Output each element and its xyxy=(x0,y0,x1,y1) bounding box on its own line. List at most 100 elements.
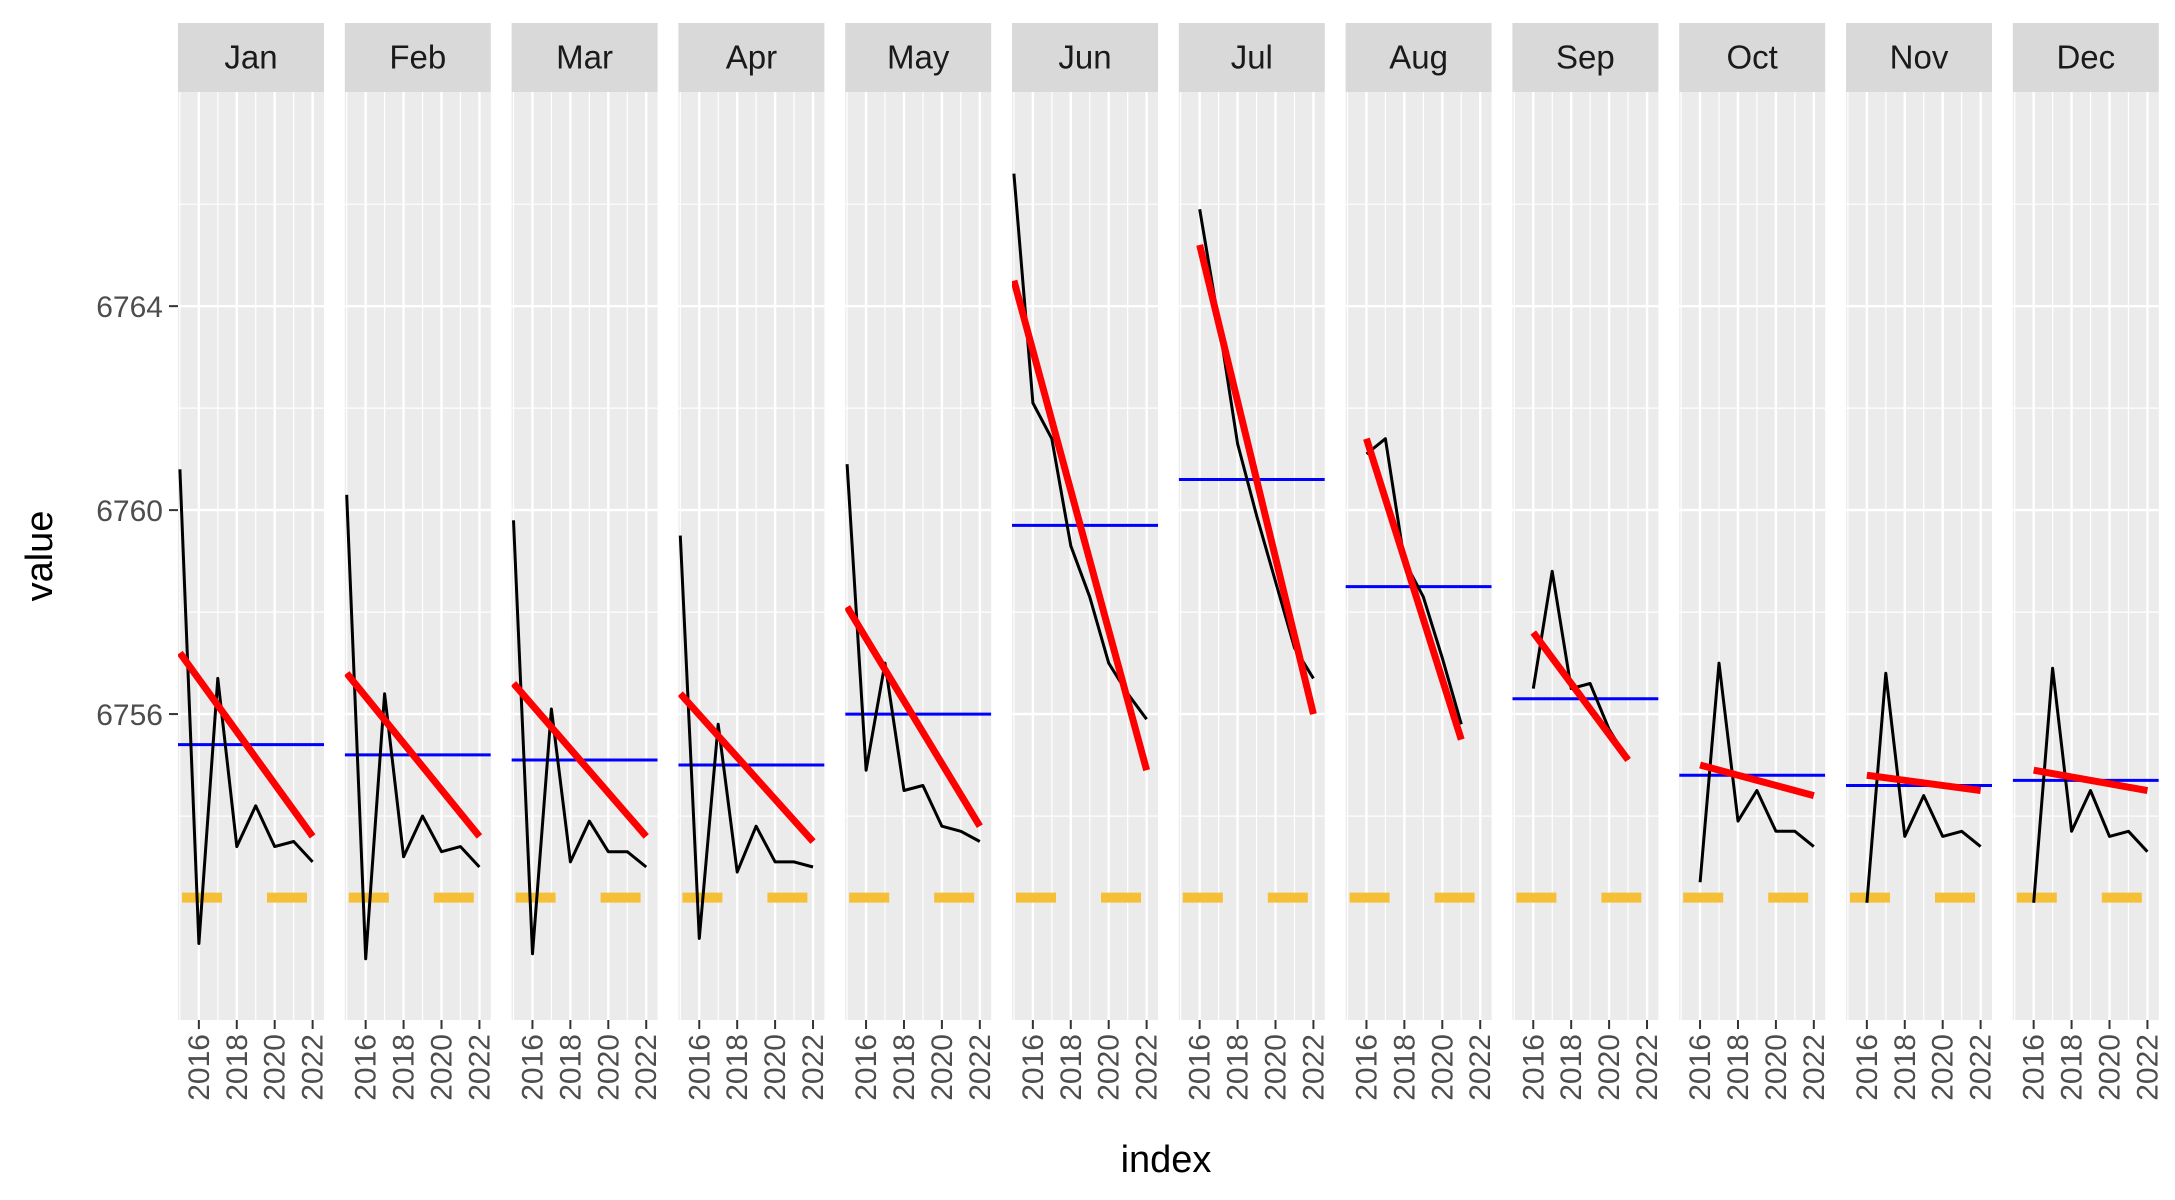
facet-strip xyxy=(1512,23,1659,92)
facet-strip xyxy=(1345,23,1492,92)
x-tick-label: 2016 xyxy=(2018,1034,2051,1101)
facet-strip-label: Aug xyxy=(1389,39,1448,76)
panel-data xyxy=(1178,209,1325,903)
x-tick-label: 2020 xyxy=(1927,1034,1960,1101)
x-tick-label: 2022 xyxy=(2131,1034,2164,1101)
x-tick-label: 2020 xyxy=(1260,1034,1293,1101)
panel-background xyxy=(1345,92,1492,1020)
facet-strip-label: Oct xyxy=(1727,39,1778,76)
facet-panel-feb: Feb 2016 2018 2020 2022 xyxy=(344,23,496,1101)
x-tick-label: 2022 xyxy=(797,1034,830,1101)
facet-panel-jun: Jun 2016 2018 2020 2022 xyxy=(1012,23,1164,1101)
panel-background xyxy=(1679,92,1826,1020)
x-axis-title: index xyxy=(1121,1139,1212,1181)
facet-strip xyxy=(1846,23,1992,92)
trend-line xyxy=(845,605,983,829)
x-tick-label: 2022 xyxy=(463,1034,496,1101)
x-tick-label: 2022 xyxy=(1464,1034,1497,1101)
trend-line xyxy=(178,650,316,839)
x-tick-label: 2018 xyxy=(1055,1034,1088,1101)
x-tick-label: 2022 xyxy=(964,1034,997,1101)
trend-line xyxy=(1363,437,1465,741)
x-tick-label: 2018 xyxy=(1722,1034,1755,1101)
facet-panel-jan: Jan 2016 2018 2020 2022 xyxy=(178,23,330,1101)
trend-line xyxy=(1866,771,1982,795)
x-tick-label: 2018 xyxy=(721,1034,754,1101)
panel-data xyxy=(678,535,825,940)
panel-data xyxy=(1012,173,1158,903)
facet-strip xyxy=(178,23,324,92)
facet-strip xyxy=(511,23,658,92)
y-tick-label: 6764 xyxy=(96,291,163,324)
x-tick-label: 2016 xyxy=(1684,1034,1717,1101)
panel-background xyxy=(178,92,324,1020)
x-tick-label: 2020 xyxy=(259,1034,292,1101)
x-tick-label: 2022 xyxy=(1798,1034,1831,1101)
series-line xyxy=(1698,661,1815,883)
x-tick-label: 2016 xyxy=(1184,1034,1217,1101)
trend-line xyxy=(511,681,649,839)
facet-strip-label: Sep xyxy=(1556,39,1615,76)
facet-strip-label: Mar xyxy=(556,39,613,76)
facet-strip-label: Nov xyxy=(1890,39,1949,76)
series-line xyxy=(512,520,648,956)
facet-panel-may: May 2016 2018 2020 2022 xyxy=(845,23,997,1101)
series-line xyxy=(2032,666,2149,903)
x-tick-label: 2016 xyxy=(1851,1034,1884,1101)
y-axis: 6756 6760 6764 xyxy=(96,291,178,732)
y-axis-title: value xyxy=(19,511,61,602)
facet-strip xyxy=(1178,23,1325,92)
facet-strip-label: May xyxy=(887,39,950,76)
x-tick-label: 2020 xyxy=(926,1034,959,1101)
x-tick-label: 2018 xyxy=(1222,1034,1255,1101)
x-tick-label: 2018 xyxy=(1555,1034,1588,1101)
facet-panel-oct: Oct 2016 2018 2020 2022 xyxy=(1679,23,1831,1101)
x-tick-label: 2020 xyxy=(2094,1034,2127,1101)
x-tick-label: 2016 xyxy=(1017,1034,1050,1101)
facet-panel-sep: Sep 2016 2018 2020 2022 xyxy=(1512,23,1664,1101)
facet-strip-label: Apr xyxy=(726,39,777,76)
x-tick-label: 2020 xyxy=(1593,1034,1626,1101)
x-tick-label: 2022 xyxy=(1131,1034,1164,1101)
panel-data xyxy=(1512,569,1659,903)
panel-data xyxy=(1345,437,1492,903)
x-tick-label: 2016 xyxy=(183,1034,216,1101)
x-tick-label: 2020 xyxy=(1093,1034,1126,1101)
series-line xyxy=(345,494,481,961)
facet-strip-label: Dec xyxy=(2056,39,2115,76)
panel-data xyxy=(511,520,658,956)
facet-strip-label: Jun xyxy=(1058,39,1111,76)
series-line xyxy=(178,469,314,945)
facet-strip xyxy=(845,23,992,92)
x-tick-label: 2020 xyxy=(759,1034,792,1101)
x-tick-label: 2022 xyxy=(297,1034,330,1101)
panel-data xyxy=(344,494,491,961)
x-tick-label: 2016 xyxy=(516,1034,549,1101)
x-tick-label: 2016 xyxy=(1517,1034,1550,1101)
facet-strip xyxy=(1012,23,1158,92)
facet-strip-label: Jul xyxy=(1231,39,1273,76)
facet-strip-label: Feb xyxy=(389,39,446,76)
x-tick-label: 2018 xyxy=(1889,1034,1922,1101)
panel-background xyxy=(511,92,658,1020)
panel-data xyxy=(1679,661,1826,903)
trend-line xyxy=(344,671,483,839)
panel-background xyxy=(344,92,491,1020)
trend-line xyxy=(1530,630,1631,763)
trend-line xyxy=(1196,244,1317,715)
facet-strip-label: Jan xyxy=(224,39,277,76)
facet-strip xyxy=(678,23,825,92)
x-tick-label: 2018 xyxy=(554,1034,587,1101)
x-tick-label: 2020 xyxy=(426,1034,459,1101)
x-tick-label: 2022 xyxy=(1965,1034,1998,1101)
trend-line xyxy=(678,691,816,844)
x-tick-label: 2020 xyxy=(1760,1034,1793,1101)
series-line xyxy=(845,464,981,843)
panel-data xyxy=(845,464,992,903)
x-tick-label: 2016 xyxy=(850,1034,883,1101)
x-tick-label: 2022 xyxy=(1297,1034,1330,1101)
x-tick-label: 2016 xyxy=(683,1034,716,1101)
facet-strip xyxy=(2012,23,2159,92)
